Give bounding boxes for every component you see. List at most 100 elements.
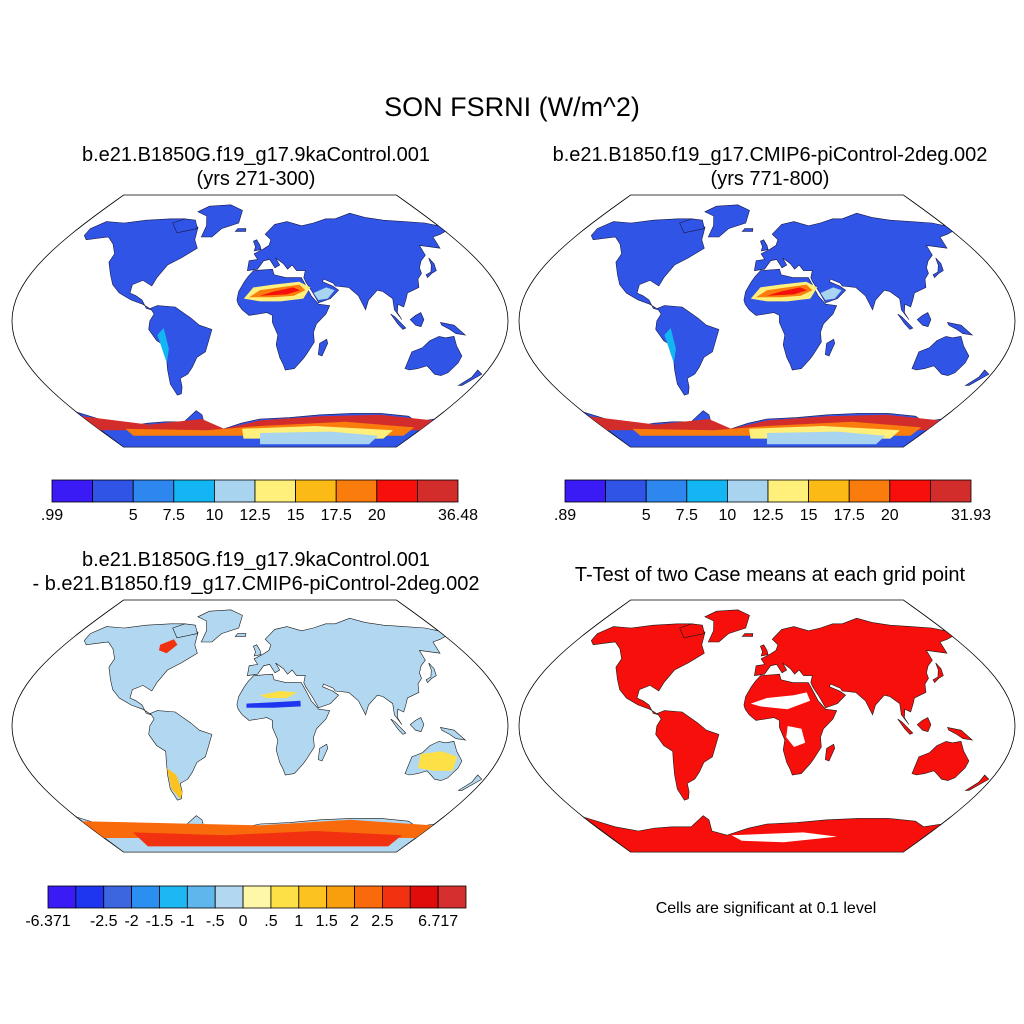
landmass-uk <box>253 644 262 657</box>
panel-ttest-title-line1: T-Test of two Case means at each grid po… <box>574 564 966 586</box>
colorbar-tick-label: .5 <box>264 913 277 930</box>
landmass-japan <box>932 662 944 684</box>
sahara-band-red <box>767 287 807 296</box>
colorbar-tick-label: -1 <box>180 913 194 930</box>
landmass-madagascar <box>824 743 836 762</box>
landmass-sumatra <box>390 313 407 330</box>
colorbar-tick-label: -2 <box>124 913 138 930</box>
colorbar-swatch <box>270 885 300 909</box>
landmass-greenland <box>197 609 243 643</box>
colorbar-swatch <box>381 885 411 909</box>
colorbar-swatch <box>75 885 105 909</box>
landmass-iceland <box>741 228 754 232</box>
andes-light <box>664 328 676 363</box>
colorbar-swatch <box>409 885 439 909</box>
sahel-blue-band <box>246 700 301 708</box>
colorbar-swatch <box>645 479 688 503</box>
colorbar-tick-label: 5 <box>129 507 138 524</box>
landmass-australia <box>404 336 463 376</box>
sahara-yellow <box>260 691 298 698</box>
colorbar-tick-label: -.5 <box>206 913 225 930</box>
landmass-uk <box>760 239 769 252</box>
patagonia-yellow <box>166 768 183 799</box>
panel-case1-title: b.e21.B1850G.f19_g17.9kaControl.001 (yrs… <box>0 143 512 191</box>
colorbar-swatch <box>605 479 647 503</box>
colorbar-swatch <box>298 885 328 909</box>
landmass-baffin <box>172 623 198 639</box>
antarctic-red <box>132 831 402 847</box>
landmass-iceland <box>234 633 247 637</box>
landmass-uk <box>760 644 769 657</box>
map-ttest <box>518 599 1016 853</box>
landmass-eurasia <box>247 617 446 725</box>
hudson-red <box>159 639 178 654</box>
colorbar-tick-label: 7.5 <box>163 507 185 524</box>
landmass-sumatra <box>897 313 914 330</box>
antarctic-interior-light <box>260 431 379 445</box>
colorbar-swatch <box>242 885 272 909</box>
landmass-newGuinea <box>439 726 467 741</box>
colorbar-swatch <box>335 479 378 503</box>
map-case1 <box>11 194 509 448</box>
panel-diff-title-line2: - b.e21.B1850.f19_g17.CMIP6-piControl-2d… <box>32 573 480 595</box>
colorbar-swatch <box>686 479 728 503</box>
colorbar-swatch <box>437 885 467 909</box>
panel-diff-title: b.e21.B1850G.f19_g17.9kaControl.001 - b.… <box>0 548 512 596</box>
colorbar-swatch <box>326 885 355 909</box>
colorbar-swatch <box>416 479 459 503</box>
arabia-light <box>313 287 335 300</box>
colorbar-tick-label: 36.48 <box>438 507 478 524</box>
colorbar-tick-label: 5 <box>642 507 651 524</box>
nonsig-central-africa-white <box>786 726 806 747</box>
colorbar-diff: -6.371 -2.5 -2 -1.5 -1 -.5 0 .5 1 1.5 2 2.5 6.717 <box>25 885 467 930</box>
landmass-sumatra <box>390 718 407 735</box>
colorbar-swatch <box>173 479 215 503</box>
landmass-sumatra <box>897 718 914 735</box>
colorbar-tick-label: 12.5 <box>752 507 783 524</box>
colorbar-swatch <box>51 479 93 503</box>
colorbar-tick-label: .99 <box>41 507 63 524</box>
colorbar-swatch <box>132 479 175 503</box>
landmass-antarctica <box>583 815 942 853</box>
colorbar-tick-label: 20 <box>881 507 899 524</box>
colorbar-swatch <box>254 479 296 503</box>
landmass-southAmerica <box>655 305 720 396</box>
colorbar-swatch <box>726 479 769 503</box>
colorbar-swatch <box>214 885 244 909</box>
colorbar-tick-label: 1.5 <box>316 913 338 930</box>
colorbar-tick-label: 2.5 <box>371 913 393 930</box>
colorbar-swatch <box>92 479 134 503</box>
panel-case2-title-line2: (yrs 771-800) <box>710 168 830 190</box>
landmass-borneo <box>409 717 425 732</box>
landmass-newZealand <box>457 369 483 386</box>
landmass-japan <box>425 257 437 279</box>
australia-yellow <box>418 751 458 771</box>
colorbar-swatch <box>808 479 850 503</box>
landmass-greenland <box>704 204 750 238</box>
landmass-madagascar <box>317 338 329 357</box>
colorbar-tick-label: 17.5 <box>834 507 865 524</box>
colorbar-swatch <box>159 885 188 909</box>
colorbar-swatch <box>376 479 418 503</box>
colorbar-tick-label: 2 <box>350 913 359 930</box>
colorbar-case1: .99 5 7.5 10 12.5 15 17.5 20 36.48 <box>41 479 478 524</box>
landmass-iceland <box>234 228 247 232</box>
landmass-baffin <box>679 218 705 234</box>
colorbar-tick-label: 12.5 <box>239 507 270 524</box>
landmass-australia <box>911 741 970 781</box>
colorbar-tick-label: 10 <box>206 507 224 524</box>
colorbar-swatch <box>564 479 606 503</box>
colorbar-tick-label: 31.93 <box>951 507 991 524</box>
landmass-baffin <box>172 218 198 234</box>
colorbar-tick-label: -1.5 <box>146 913 174 930</box>
colorbar-swatch <box>186 885 216 909</box>
landmass-eurasia <box>754 212 953 320</box>
landmass-borneo <box>916 717 932 732</box>
andes-light <box>157 328 169 363</box>
landmass-newZealand <box>964 369 990 386</box>
landmass-eurasia <box>754 617 953 725</box>
colorbar-tick-label: 1 <box>294 913 303 930</box>
map-case2 <box>518 194 1016 448</box>
colorbar-swatch <box>889 479 931 503</box>
arabia-light <box>820 287 842 300</box>
